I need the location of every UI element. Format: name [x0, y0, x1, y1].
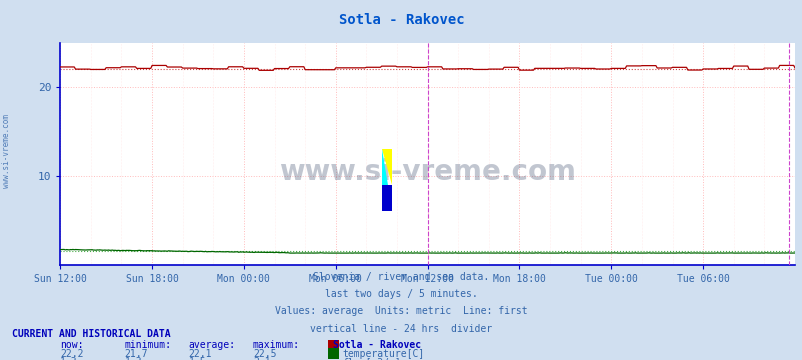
Text: Sotla - Rakovec: Sotla - Rakovec — [338, 13, 464, 27]
Text: Slovenia / river and sea data.: Slovenia / river and sea data. — [313, 272, 489, 282]
Text: vertical line - 24 hrs  divider: vertical line - 24 hrs divider — [310, 324, 492, 334]
Text: www.si-vreme.com: www.si-vreme.com — [279, 158, 575, 186]
Text: temperature[C]: temperature[C] — [342, 349, 423, 359]
Text: minimum:: minimum: — [124, 340, 172, 350]
Bar — [381, 185, 391, 211]
Text: 22.5: 22.5 — [253, 349, 276, 359]
Text: Sotla - Rakovec: Sotla - Rakovec — [333, 340, 421, 350]
Text: flow[m3/s]: flow[m3/s] — [342, 357, 400, 360]
Text: average:: average: — [188, 340, 236, 350]
Text: Values: average  Units: metric  Line: first: Values: average Units: metric Line: firs… — [275, 306, 527, 316]
Text: now:: now: — [60, 340, 83, 350]
Text: maximum:: maximum: — [253, 340, 300, 350]
Text: last two days / 5 minutes.: last two days / 5 minutes. — [325, 289, 477, 299]
Text: 1.3: 1.3 — [124, 357, 142, 360]
Text: 1.5: 1.5 — [188, 357, 206, 360]
Polygon shape — [381, 149, 387, 185]
Text: CURRENT AND HISTORICAL DATA: CURRENT AND HISTORICAL DATA — [12, 329, 171, 339]
Text: 22.1: 22.1 — [188, 349, 212, 359]
Text: 22.2: 22.2 — [60, 349, 83, 359]
Text: 21.7: 21.7 — [124, 349, 148, 359]
Text: 1.3: 1.3 — [60, 357, 78, 360]
Polygon shape — [381, 149, 391, 185]
Text: www.si-vreme.com: www.si-vreme.com — [2, 114, 11, 188]
Text: 2.1: 2.1 — [253, 357, 270, 360]
